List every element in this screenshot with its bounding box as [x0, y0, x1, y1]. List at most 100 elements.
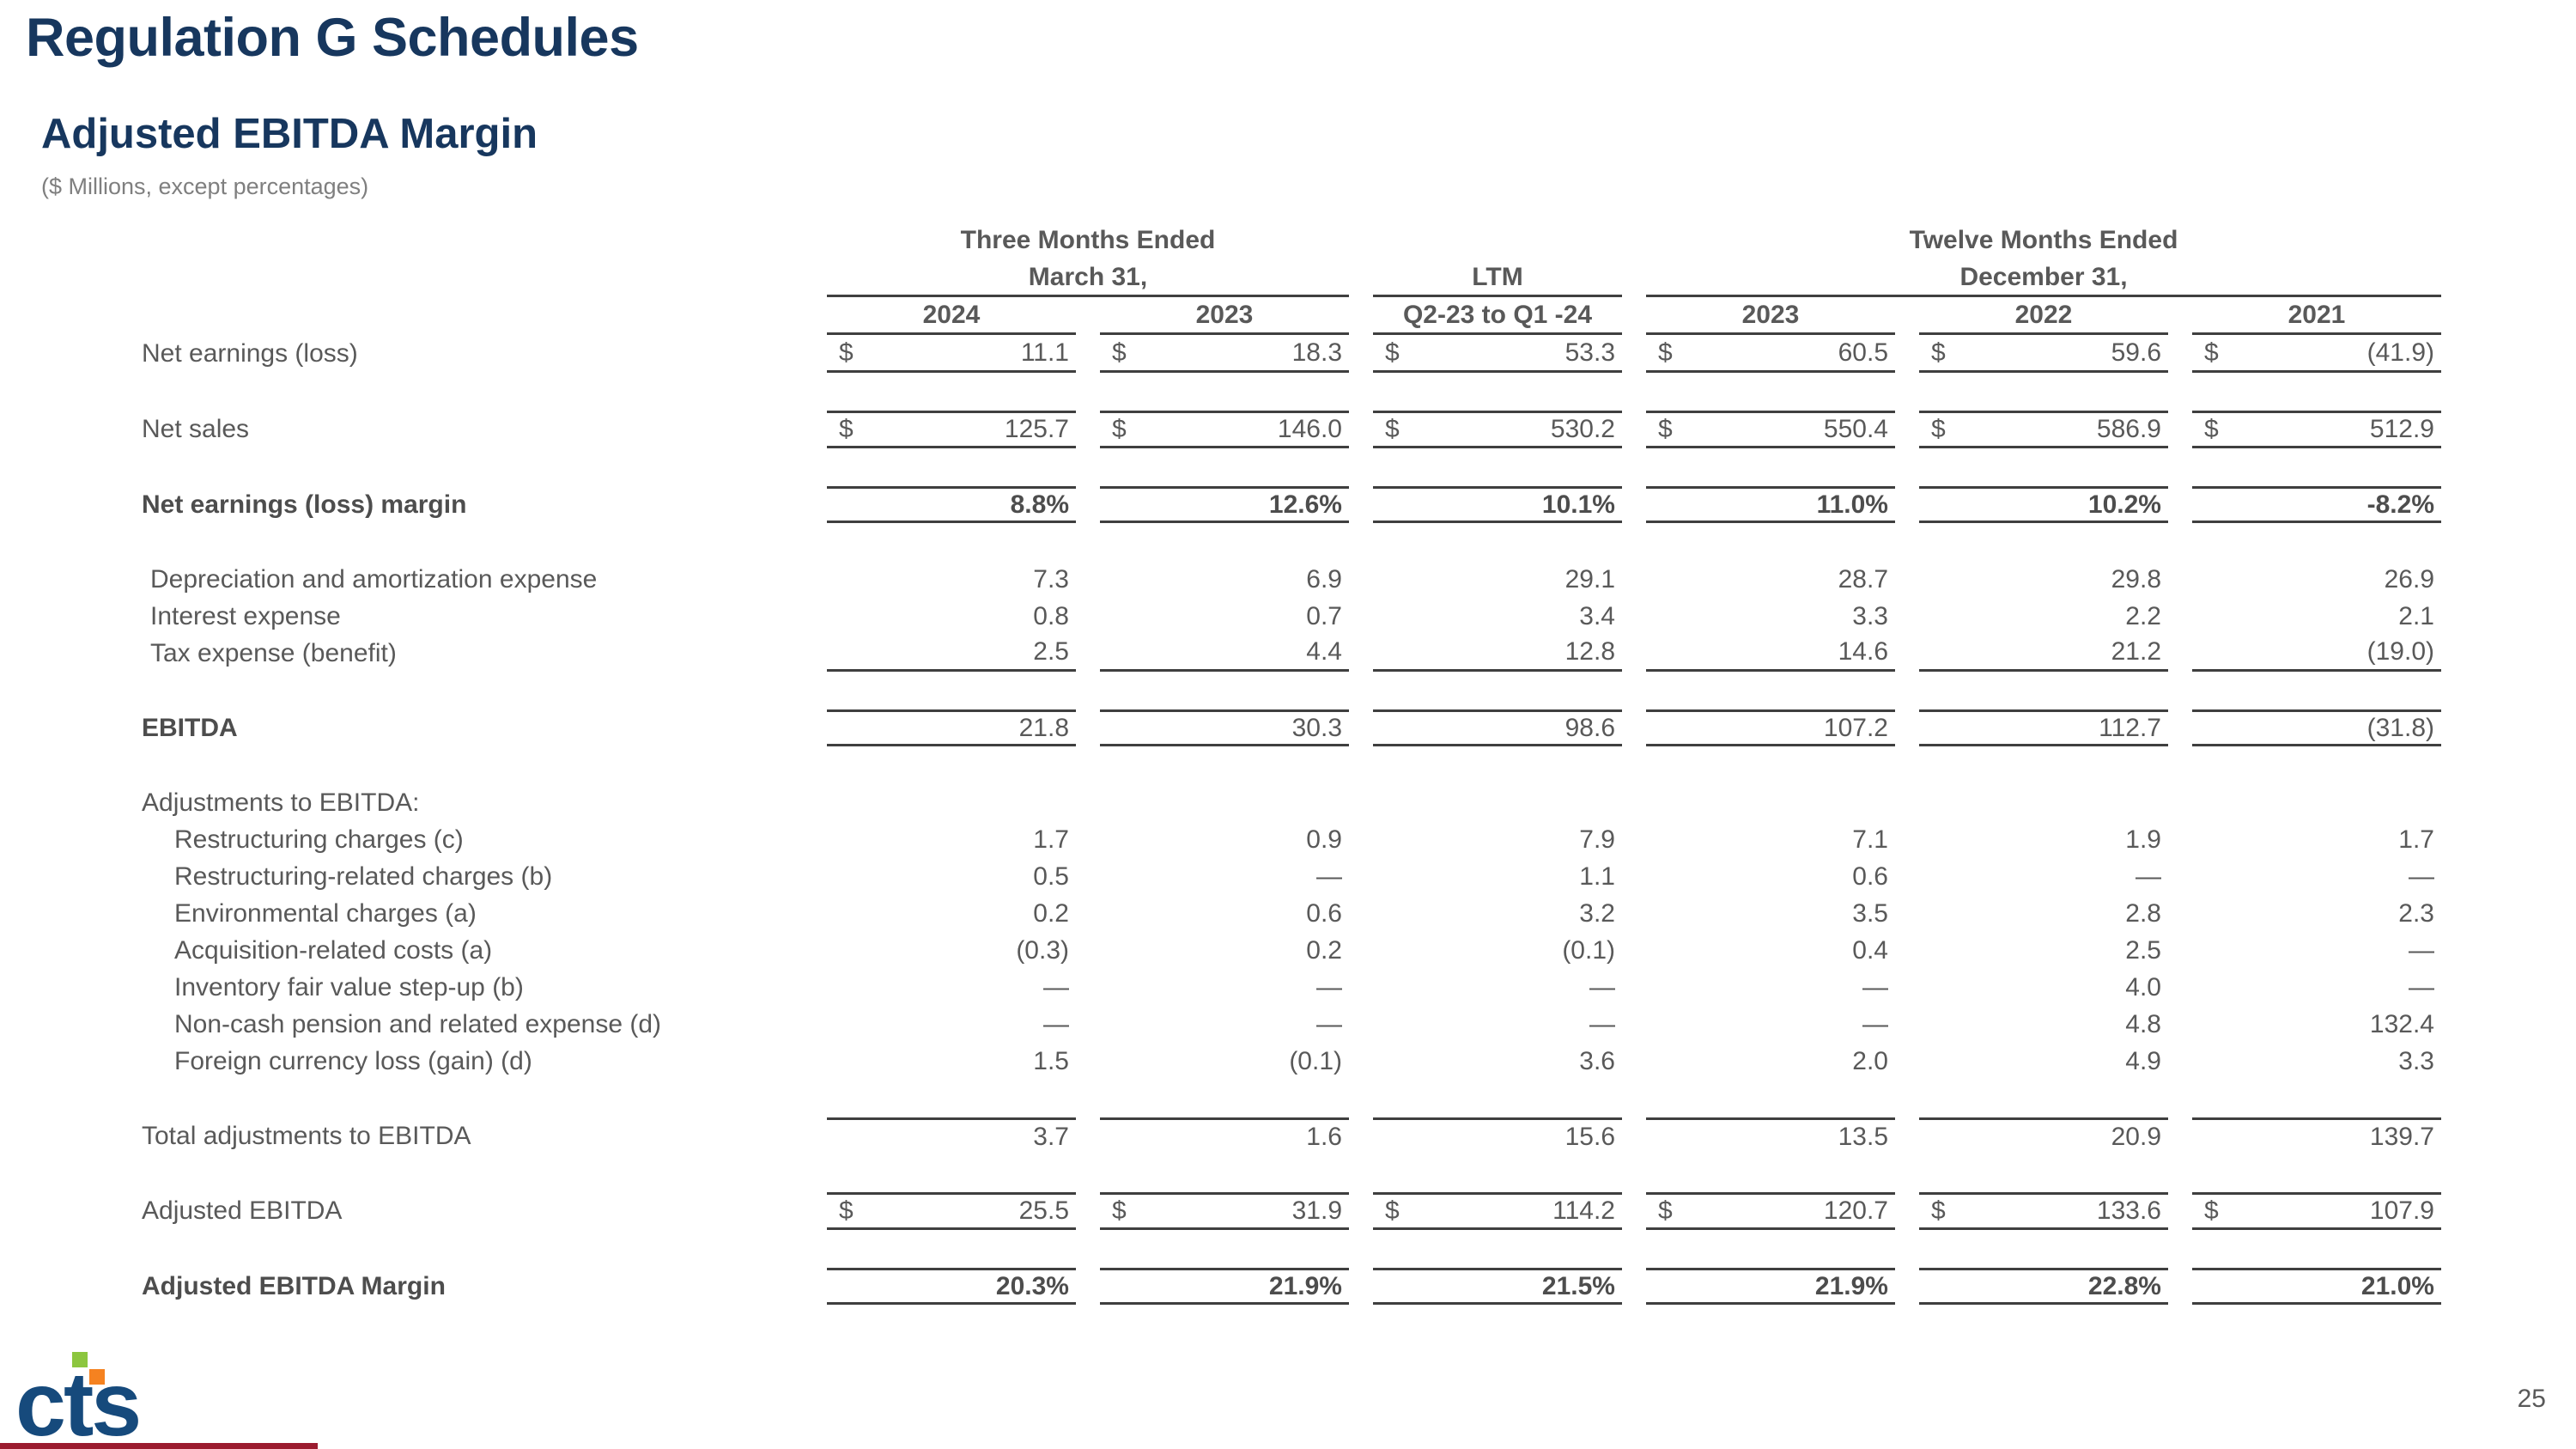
group-subheader: December 31,: [1646, 259, 2441, 297]
value-cell: 4.0: [2125, 972, 2161, 1002]
currency-symbol: $: [2204, 415, 2219, 443]
section-subtitle: Adjusted EBITDA Margin: [41, 111, 538, 157]
value-cell: 3.6: [1579, 1046, 1615, 1075]
footer-accent-bar: [0, 1443, 318, 1449]
value-cell: 1.5: [1033, 1046, 1069, 1075]
currency-symbol: $: [1931, 415, 1946, 443]
value-cell: 4.8: [2125, 1009, 2161, 1038]
currency-symbol: $: [839, 338, 854, 367]
value-cell: —: [1316, 861, 1342, 891]
table-row: Restructuring-related charges (b) 0.5 — 1.1…: [142, 858, 2441, 895]
row-label: EBITDA: [142, 713, 238, 742]
value-cell: 4.4: [1100, 635, 1349, 672]
value-cell: —: [1043, 972, 1069, 1002]
row-label: Foreign currency loss (gain) (d): [174, 1046, 532, 1075]
value-cell: (31.8): [2192, 709, 2441, 746]
value-cell: 8.8%: [827, 486, 1076, 523]
row-label: Adjusted EBITDA: [142, 1196, 343, 1225]
value-cell: —: [2409, 972, 2434, 1002]
currency-symbol: $: [2204, 338, 2219, 367]
currency-symbol: $: [839, 1196, 854, 1225]
value-cell: 12.6%: [1100, 486, 1349, 523]
table-row: Net sales $125.7 $146.0 $530.2 $550.4 $586.9 $…: [142, 411, 2441, 448]
value-cell: 15.6: [1373, 1117, 1622, 1154]
financial-table: Three Months Ended Twelve Months Ended Mar…: [118, 222, 2465, 1305]
value-cell: 1.7: [2398, 825, 2434, 854]
value-cell: 10.1%: [1373, 486, 1622, 523]
value-cell: 2.0: [1852, 1046, 1888, 1075]
row-label: Net earnings (loss) margin: [142, 490, 467, 519]
row-label: Depreciation and amortization expense: [150, 564, 598, 594]
currency-symbol: $: [839, 415, 854, 443]
column-header: 2023: [1100, 297, 1349, 335]
table-row: Adjusted EBITDA $25.5 $31.9 $114.2 $120.7 $13…: [142, 1192, 2441, 1230]
value-cell: $18.3: [1100, 335, 1349, 373]
value-cell: 0.6: [1852, 861, 1888, 891]
cts-logo: cts: [15, 1347, 187, 1449]
value-cell: —: [1043, 1009, 1069, 1038]
value-cell: 2.2: [2125, 601, 2161, 630]
table-row: Inventory fair value step-up (b) — — — — 4.0 —: [142, 969, 2441, 1006]
table-row: EBITDA 21.8 30.3 98.6 107.2 112.7 (31.8): [142, 709, 2441, 746]
value-cell: $586.9: [1919, 411, 2168, 448]
value-cell: $114.2: [1373, 1192, 1622, 1230]
units-caption: ($ Millions, except percentages): [41, 174, 369, 199]
table-row: Interest expense 0.8 0.7 3.4 3.3 2.2 2.1: [142, 598, 2441, 635]
spacer-row: [142, 1154, 2441, 1192]
currency-symbol: $: [1112, 338, 1127, 367]
row-label: Total adjustments to EBITDA: [142, 1121, 471, 1150]
value-cell: $120.7: [1646, 1192, 1895, 1230]
value-cell: —: [2409, 935, 2434, 965]
value-cell: 3.3: [1852, 601, 1888, 630]
value-cell: 3.5: [1852, 898, 1888, 928]
value-cell: [827, 784, 1076, 821]
column-header: 2021: [2192, 297, 2441, 335]
value-cell: $ (41.9): [2192, 335, 2441, 373]
value-cell: 3.4: [1579, 601, 1615, 630]
table-row: Environmental charges (a) 0.2 0.6 3.2 3.5 2.8…: [142, 895, 2441, 932]
value-cell: $107.9: [2192, 1192, 2441, 1230]
spacer-row: [142, 746, 2441, 784]
table-row: Net earnings (loss) $11.1 $18.3 $53.3 $60.5 $…: [142, 335, 2441, 373]
value-cell: 21.9%: [1646, 1268, 1895, 1305]
value-cell: 2.1: [2398, 601, 2434, 630]
value-cell: —: [1862, 972, 1888, 1002]
value-cell: (0.1): [1289, 1046, 1342, 1075]
value-cell: 112.7: [1919, 709, 2168, 746]
value-cell: 2.5: [2125, 935, 2161, 965]
value-cell: 0.5: [1033, 861, 1069, 891]
value-cell: 0.9: [1306, 825, 1342, 854]
currency-symbol: $: [1385, 1196, 1400, 1225]
row-label: Restructuring-related charges (b): [174, 861, 553, 891]
table-row: Total adjustments to EBITDA 3.7 1.6 15.6 13.…: [142, 1117, 2441, 1154]
value-cell: 12.8: [1373, 635, 1622, 672]
value-cell: 98.6: [1373, 709, 1622, 746]
value-cell: 21.8: [827, 709, 1076, 746]
logo-wordmark: cts: [15, 1354, 142, 1449]
value-cell: 2.5: [827, 635, 1076, 672]
group-header: Twelve Months Ended: [1909, 226, 2178, 254]
table-row: Net earnings (loss) margin 8.8% 12.6% 10.1%…: [142, 486, 2441, 523]
value-cell: 11.0%: [1646, 486, 1895, 523]
value-cell: 1.7: [1033, 825, 1069, 854]
logo-green-square-icon: [72, 1352, 88, 1367]
row-label: Non-cash pension and related expense (d): [174, 1009, 662, 1038]
group-subheader: March 31,: [827, 259, 1349, 297]
value-cell: 20.3%: [827, 1268, 1076, 1305]
column-header-row: 2024 2023 Q2-23 to Q1 -24 2023 2022 2021: [142, 297, 2441, 335]
row-label: Restructuring charges (c): [174, 825, 464, 854]
group-header-row: Three Months Ended Twelve Months Ended: [142, 222, 2441, 259]
group-subheader-row: March 31, LTM December 31,: [142, 259, 2441, 297]
row-label: Interest expense: [150, 601, 341, 630]
currency-symbol: $: [1658, 415, 1673, 443]
currency-symbol: $: [2204, 1196, 2219, 1225]
value-cell: $59.6: [1919, 335, 2168, 373]
value-cell: 1.1: [1579, 861, 1615, 891]
value-cell: 21.5%: [1373, 1268, 1622, 1305]
value-cell: —: [1316, 972, 1342, 1002]
value-cell: 1.9: [2125, 825, 2161, 854]
spacer-row: [142, 672, 2441, 709]
currency-symbol: $: [1385, 415, 1400, 443]
value-cell: 21.9%: [1100, 1268, 1349, 1305]
value-cell: $146.0: [1100, 411, 1349, 448]
